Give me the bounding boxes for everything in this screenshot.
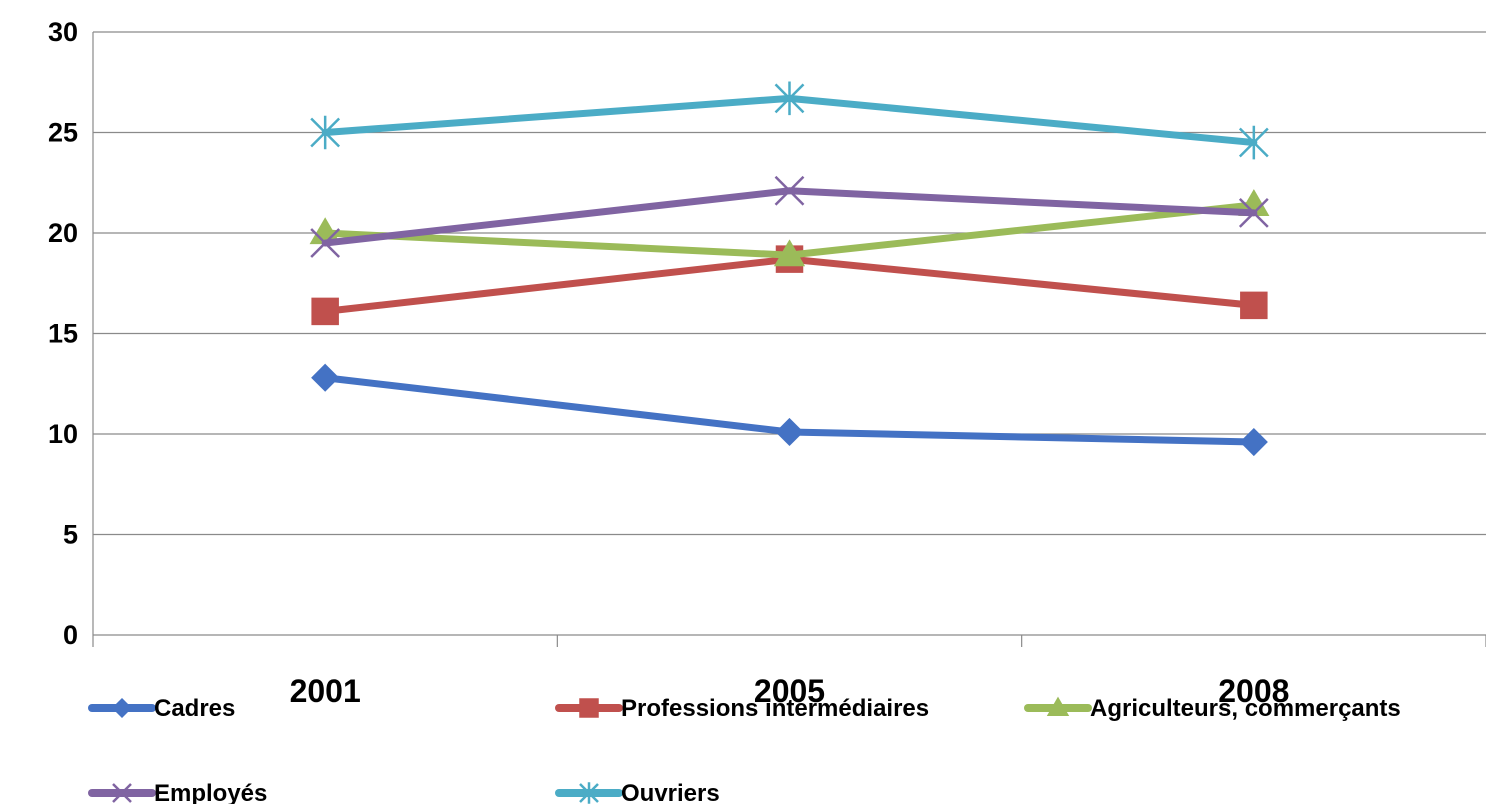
- y-tick-label: 20: [48, 218, 78, 248]
- legend-marker: [112, 783, 132, 803]
- x-category-label: 2008: [1218, 673, 1289, 709]
- data-point: [310, 228, 341, 258]
- legend-item: Professions intermédiaires: [555, 695, 929, 722]
- legend-label: Agriculteurs, commerçants: [1090, 695, 1401, 722]
- legend-marker: [111, 697, 133, 719]
- legend-item: Cadres: [88, 695, 235, 722]
- axes: [92, 32, 1486, 647]
- legend-marker: [1046, 696, 1070, 716]
- series-0: [311, 363, 1268, 457]
- series-4: [310, 81, 1269, 160]
- data-point: [774, 175, 805, 206]
- y-tick-label: 0: [63, 620, 78, 650]
- legend-label: Cadres: [154, 695, 235, 722]
- legend-item: Ouvriers: [555, 780, 720, 804]
- series-3: [310, 175, 1269, 258]
- y-tick-label: 10: [48, 419, 78, 449]
- y-tick-label: 15: [48, 319, 78, 349]
- data-point: [311, 297, 339, 326]
- legend-label: Professions intermédiaires: [621, 695, 929, 722]
- data-point: [1238, 125, 1269, 160]
- x-category-label: 2001: [290, 673, 361, 709]
- data-point: [310, 115, 341, 150]
- data-point: [775, 417, 804, 447]
- legend-item: Employés: [88, 780, 267, 804]
- legend-marker: [579, 698, 599, 718]
- data-point: [1238, 198, 1269, 228]
- series-group: [309, 81, 1270, 457]
- legend-marker: [579, 782, 599, 804]
- data-point: [773, 239, 806, 267]
- data-point: [1239, 427, 1268, 457]
- legend-label: Employés: [154, 780, 267, 804]
- y-axis-tick-labels: 0 5 10 15 20 25 30: [48, 17, 78, 650]
- data-point: [1240, 291, 1268, 320]
- legend-item: Agriculteurs, commerçants: [1024, 695, 1401, 722]
- x-category-label: 2005: [754, 673, 825, 709]
- x-axis-category-labels: 2001 2005 2008: [290, 673, 1290, 709]
- y-tick-label: 5: [63, 520, 78, 550]
- legend-label: Ouvriers: [621, 780, 720, 804]
- legend: Cadres Professions intermédiaires Agricult…: [88, 695, 1401, 804]
- data-point: [311, 363, 340, 392]
- data-point: [774, 81, 805, 116]
- y-tick-label: 25: [48, 118, 78, 148]
- y-tick-label: 30: [48, 17, 78, 47]
